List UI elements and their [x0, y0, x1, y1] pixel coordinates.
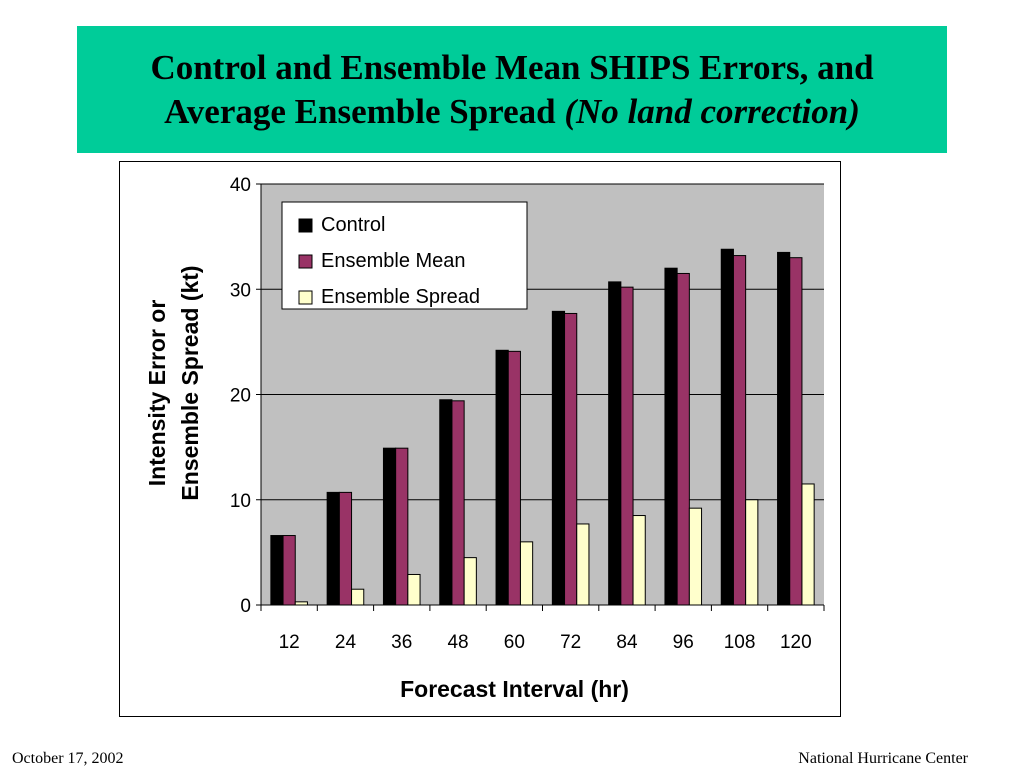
bar-control: [495, 349, 509, 606]
bar-control: [439, 399, 453, 606]
bar-ensemble-mean: [507, 350, 521, 606]
bar-ensemble-mean: [338, 491, 353, 606]
bar-ensemble-spread: [632, 515, 646, 606]
bar-ensemble-spread: [407, 573, 421, 606]
title-italic-text: (No land correction): [564, 91, 860, 131]
bar-control: [720, 248, 734, 606]
y-tick-label: 40: [230, 175, 251, 196]
chart-frame: 0 10 20 30 40 12 24 36 48 60 72 84 96 108 120 Forecast …: [119, 161, 841, 717]
title-main-text: Average Ensemble Spread: [164, 91, 556, 131]
bar-ensemble-spread: [351, 588, 365, 606]
title-line-1: Control and Ensemble Mean SHIPS Errors, …: [150, 47, 874, 87]
x-tick-label: 12: [279, 632, 300, 653]
footer-date: October 17, 2002: [12, 750, 124, 767]
bar-control: [608, 281, 622, 606]
y-tick-label: 10: [230, 491, 251, 512]
x-tick-label: 36: [391, 632, 412, 653]
bar-ensemble-spread: [519, 541, 534, 606]
legend-swatch-control: [298, 218, 313, 233]
legend-label-ensemble-spread: Ensemble Spread: [321, 286, 480, 308]
bar-ensemble-mean: [789, 257, 803, 606]
bar-ensemble-mean: [620, 286, 634, 606]
bar-ensemble-spread: [576, 523, 590, 606]
y-tick-label: 0: [240, 596, 251, 617]
title-line-2: Average Ensemble Spread (No land correct…: [164, 90, 860, 134]
x-tick-label: 84: [616, 632, 638, 653]
x-tick-label: 96: [673, 632, 694, 653]
y-tick-label: 30: [230, 280, 251, 301]
x-tick-label: 60: [504, 632, 525, 653]
bar-control: [551, 310, 566, 606]
bar-ensemble-spread: [801, 483, 815, 606]
bar-chart: 0 10 20 30 40 12 24 36 48 60 72 84 96 108 120 Forecast …: [144, 175, 825, 702]
bar-ensemble-mean: [395, 447, 409, 606]
bar-ensemble-spread: [463, 557, 477, 606]
bar-control: [664, 267, 678, 606]
footer-organization: National Hurricane Center: [798, 750, 968, 767]
x-tick-label: 120: [780, 632, 812, 653]
bar-ensemble-mean: [564, 312, 578, 606]
legend-swatch-ensemble-spread: [298, 290, 313, 305]
x-tick-label: 48: [447, 632, 468, 653]
x-axis-label: Forecast Interval (hr): [400, 676, 629, 702]
x-tick-label: 108: [724, 632, 756, 653]
bar-control: [777, 251, 791, 606]
legend-label-control: Control: [321, 214, 385, 236]
legend-label-ensemble-mean: Ensemble Mean: [321, 250, 466, 272]
bar-ensemble-spread: [745, 499, 759, 606]
y-tick-label: 20: [230, 386, 251, 407]
bar-ensemble-mean: [282, 535, 296, 606]
bar-control: [270, 535, 284, 606]
bar-ensemble-mean: [732, 255, 747, 606]
y-axis-label-line-2: Ensemble Spread (kt): [177, 265, 203, 500]
slide-title: Control and Ensemble Mean SHIPS Errors, …: [77, 26, 947, 153]
bar-control: [382, 447, 397, 606]
bar-ensemble-mean: [676, 272, 690, 606]
x-tick-label: 72: [560, 632, 581, 653]
y-axis-label-line-1: Intensity Error or: [144, 300, 170, 487]
legend-swatch-ensemble-mean: [298, 254, 313, 269]
bar-ensemble-mean: [451, 400, 465, 606]
bar-ensemble-spread: [688, 507, 703, 606]
bar-control: [326, 491, 340, 606]
legend-box: [281, 201, 528, 310]
x-tick-label: 24: [335, 632, 357, 653]
